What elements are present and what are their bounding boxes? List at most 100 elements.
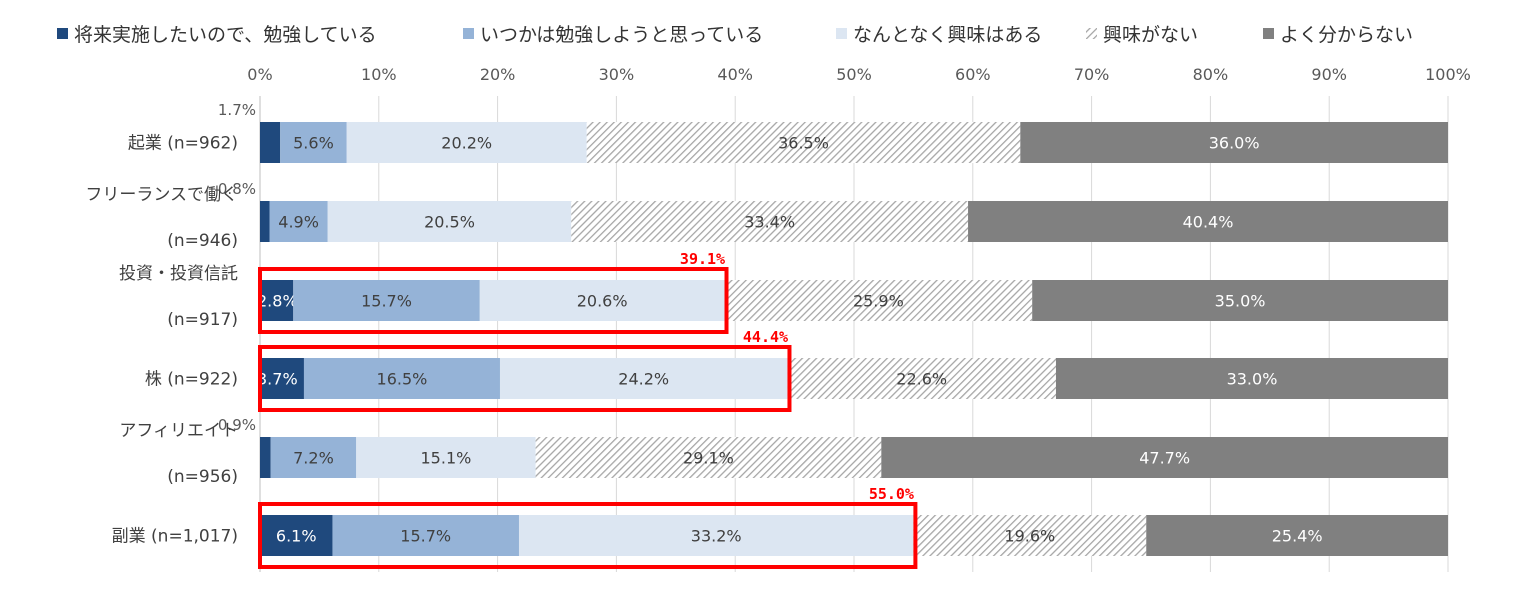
bar-segment	[1055, 358, 1448, 399]
x-tick-label: 50%	[836, 65, 872, 84]
bar-segment	[724, 280, 1033, 321]
x-tick-label: 100%	[1425, 65, 1471, 84]
bar-segment	[499, 358, 788, 399]
highlight-box	[258, 502, 918, 569]
bar-segment	[293, 280, 480, 321]
category-label: 起業 (n=962)	[128, 134, 238, 154]
bar-segment	[269, 201, 328, 242]
data-label: 33.0%	[1227, 370, 1278, 389]
bar-segment	[571, 201, 969, 242]
gridlines	[259, 96, 1449, 572]
bar-segment	[260, 280, 294, 321]
data-label: 16.5%	[377, 370, 428, 389]
bar-segment	[260, 201, 270, 242]
category-label: 投資・投資信託	[119, 264, 238, 284]
legend-swatch	[836, 28, 847, 39]
legend-swatch	[1086, 28, 1097, 39]
bar-segment	[303, 358, 500, 399]
bar-segment	[280, 122, 347, 163]
legend-swatch	[57, 28, 68, 39]
bar-segment	[332, 515, 519, 556]
x-tick-label: 20%	[480, 65, 516, 84]
chart-legend: 将来実施したいので、勉強している いつかは勉強しようと思っている なんとなく興味はあ…	[57, 24, 1413, 46]
data-label: 20.5%	[424, 213, 475, 232]
bars: 1.7% 5.6% 20.2% 36.5% 36.0% 0.8% 4.9% 20.5% 33.4…	[218, 101, 1448, 556]
data-label: 7.2%	[293, 449, 334, 468]
category-label: (n=956)	[167, 467, 238, 487]
data-label: 6.1%	[276, 527, 317, 546]
data-label: 20.6%	[577, 292, 628, 311]
data-label: 25.9%	[853, 292, 904, 311]
data-label: 0.8%	[218, 180, 256, 198]
data-label: 35.0%	[1215, 292, 1266, 311]
highlight-boxes: 39.1% 44.4% 55.0%	[258, 250, 918, 569]
highlight-label: 39.1%	[680, 250, 725, 268]
bar-segment	[260, 358, 304, 399]
data-label: 2.8%	[257, 292, 298, 311]
category-label: (n=917)	[167, 310, 238, 330]
category-label: フリーランスで働く	[85, 185, 238, 205]
data-label: 40.4%	[1183, 213, 1234, 232]
bar-segment	[968, 201, 1448, 242]
x-tick-label: 60%	[955, 65, 991, 84]
x-axis-ticks: 0% 10% 20% 30% 40% 50% 60% 70% 80% 90% 100%	[247, 65, 1471, 84]
legend-label: 将来実施したいので、勉強している	[74, 24, 377, 46]
x-tick-label: 80%	[1193, 65, 1229, 84]
x-tick-label: 40%	[717, 65, 753, 84]
highlight-label: 55.0%	[869, 485, 914, 503]
bar-segment	[787, 358, 1056, 399]
bar-segment	[327, 201, 572, 242]
category-label: (n=946)	[167, 231, 238, 251]
legend-label: よく分からない	[1280, 24, 1413, 46]
legend-label: 興味がない	[1103, 24, 1198, 46]
bar-segment	[260, 122, 281, 163]
data-label: 5.6%	[293, 134, 334, 153]
data-label: 19.6%	[1004, 527, 1055, 546]
data-label: 15.7%	[361, 292, 412, 311]
data-label: 0.9%	[218, 416, 256, 434]
bar-segment	[586, 122, 1021, 163]
x-tick-label: 90%	[1311, 65, 1347, 84]
legend-label: なんとなく興味はある	[853, 24, 1042, 46]
bar-segment	[479, 280, 725, 321]
bar-segment	[518, 515, 914, 556]
category-label: 株 (n=922)	[145, 370, 238, 390]
data-label: 36.5%	[778, 134, 829, 153]
bar-segment	[1032, 280, 1448, 321]
bar-segment	[881, 437, 1448, 478]
bar-segment	[270, 437, 357, 478]
x-tick-label: 30%	[599, 65, 635, 84]
x-tick-label: 0%	[247, 65, 272, 84]
legend-label: いつかは勉強しようと思っている	[480, 24, 763, 46]
data-label: 22.6%	[896, 370, 947, 389]
data-label: 15.1%	[421, 449, 472, 468]
highlight-box	[258, 267, 729, 334]
highlight-label: 44.4%	[743, 328, 788, 346]
data-label: 1.7%	[218, 101, 256, 119]
bar-segment	[1146, 515, 1448, 556]
data-label: 33.4%	[744, 213, 795, 232]
bar-segment	[1020, 122, 1448, 163]
bar-segment	[260, 515, 333, 556]
data-label: 20.2%	[441, 134, 492, 153]
highlight-box	[258, 345, 792, 412]
data-label: 4.9%	[278, 213, 319, 232]
data-label: 33.2%	[691, 527, 742, 546]
bar-segment	[913, 515, 1147, 556]
bar-segment	[260, 437, 271, 478]
legend-swatch	[1263, 28, 1274, 39]
bar-segment	[356, 437, 536, 478]
data-label: 25.4%	[1272, 527, 1323, 546]
data-label: 15.7%	[400, 527, 451, 546]
category-label: アフィリエイト	[119, 421, 238, 441]
x-tick-label: 70%	[1074, 65, 1110, 84]
x-tick-label: 10%	[361, 65, 397, 84]
data-label: 47.7%	[1139, 449, 1190, 468]
bar-segment	[346, 122, 587, 163]
bar-segment	[535, 437, 882, 478]
data-label: 29.1%	[683, 449, 734, 468]
legend-swatch	[463, 28, 474, 39]
data-label: 36.0%	[1209, 134, 1260, 153]
category-labels: 起業 (n=962) フリーランスで働く (n=946) 投資・投資信託 (n=917)…	[85, 134, 238, 547]
data-label: 3.7%	[257, 370, 298, 389]
